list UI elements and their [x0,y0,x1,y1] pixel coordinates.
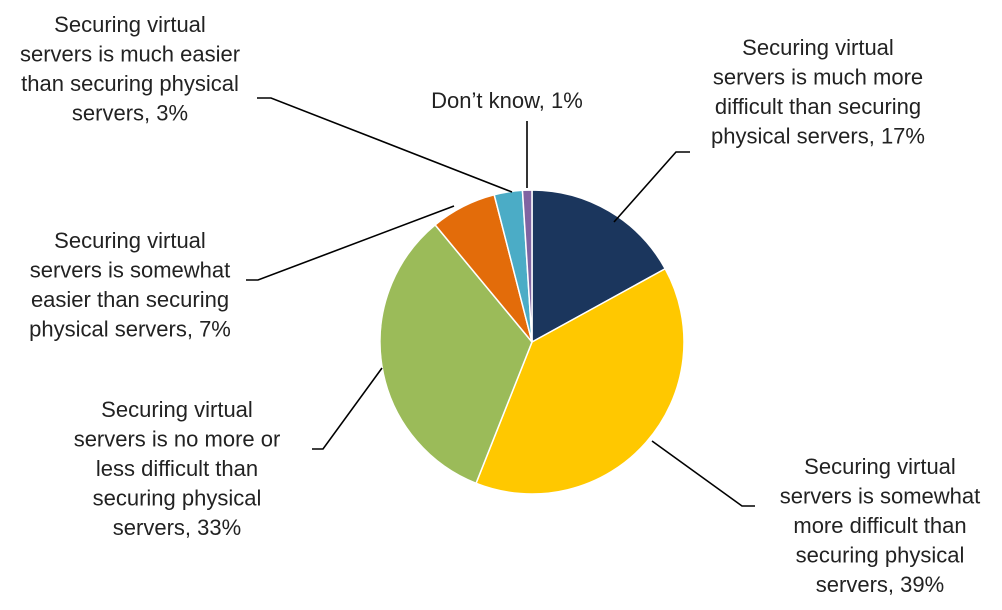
data-label-2-line: securing physical [796,543,965,568]
data-label-4-line: servers is somewhat [30,258,231,283]
data-label-5: Securing virtual servers is much easier th… [20,12,240,126]
data-label-5-line: servers, 3% [72,101,188,126]
leader-line-1 [613,151,690,223]
data-label-2: Securing virtual servers is somewhat more … [780,454,981,597]
data-label-2-line: Securing virtual [804,454,956,479]
data-label-3: Securing virtual servers is no more or les… [74,397,281,540]
data-label-2-line: more difficult than [793,513,966,538]
leader-lines [246,97,755,507]
data-label-1-line: physical servers, 17% [711,124,925,149]
data-label-6-line: Don’t know, 1% [431,88,583,113]
data-label-5-line: servers is much easier [20,42,240,67]
data-label-4: Securing virtual servers is somewhat easie… [29,228,231,342]
data-label-6: Don’t know, 1% [431,88,583,113]
data-label-4-line: physical servers, 7% [29,317,231,342]
data-label-1-line: Securing virtual [742,35,894,60]
data-label-5-line: than securing physical [21,71,239,96]
data-label-2-line: servers is somewhat [780,484,981,509]
data-label-3-line: servers, 33% [113,515,241,540]
data-label-4-line: easier than securing [31,287,229,312]
data-label-5-line: Securing virtual [54,12,206,37]
leader-line-2 [651,440,755,507]
data-label-1-line: servers is much more [713,65,923,90]
leader-line-4 [246,205,455,281]
pie-slice-2 [475,267,685,495]
data-labels: Securing virtual servers is much more diff… [20,12,980,597]
data-label-2-line: servers, 39% [816,572,944,597]
data-label-3-line: securing physical [93,486,262,511]
data-label-3-line: less difficult than [96,456,258,481]
leader-line-3 [312,367,383,450]
leader-line-5 [257,97,513,193]
data-label-3-line: Securing virtual [101,397,253,422]
pie-slices [379,189,685,495]
pie-slice-1 [531,189,667,344]
data-label-1: Securing virtual servers is much more diff… [711,35,925,149]
data-label-3-line: servers is no more or [74,427,281,452]
data-label-4-line: Securing virtual [54,228,206,253]
pie-slice-3 [379,223,533,485]
data-label-1-line: difficult than securing [715,94,921,119]
pie-slice-6 [521,189,533,343]
